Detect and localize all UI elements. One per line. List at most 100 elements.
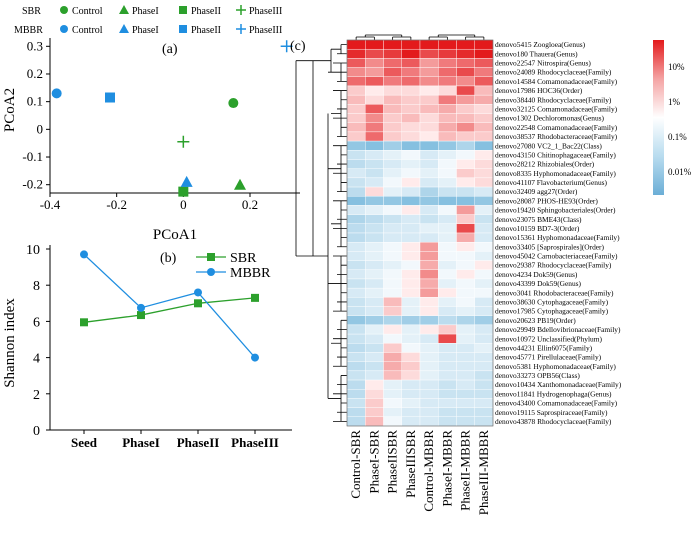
heatmap-cell: [456, 140, 475, 151]
heatmap-cell: [346, 168, 366, 179]
shannon-point: [194, 299, 202, 308]
heatmap-cell: [365, 39, 384, 50]
heatmap-row-label: denovo17986 HOC36(Order): [495, 86, 583, 95]
legend-marker: [236, 5, 246, 15]
shannon-legend-marker: [207, 268, 215, 276]
heatmap-cell: [456, 104, 475, 114]
shannon-y-tick-label: 2: [33, 388, 40, 403]
heatmap-cell: [365, 177, 384, 188]
heatmap-panel: (c) denovo5415 Zoogloea(Genus)denovo180 …: [290, 34, 692, 516]
heatmap-cell: [401, 278, 421, 289]
heatmap-cell: [346, 76, 366, 87]
colorbar-label: 0.01%: [668, 167, 692, 177]
shannon-y-tick-label: 6: [33, 315, 40, 330]
heatmap-cell: [456, 168, 475, 179]
shannon-series-line: [83, 253, 256, 359]
heatmap-cell: [474, 168, 494, 179]
heatmap-cell: [438, 159, 457, 169]
legend-label: PhaseI: [132, 25, 159, 36]
heatmap-cell: [365, 333, 384, 344]
shannon-y-tick-label: 10: [26, 243, 40, 258]
pcoa-point: [178, 186, 189, 197]
pcoa-y-tick-label: 0.1: [27, 94, 43, 109]
heatmap-column-label: PhaseIII-MBBR: [476, 430, 491, 516]
heatmap-cell: [346, 39, 366, 50]
heatmap-cell: [474, 214, 494, 225]
heatmap-cell: [456, 76, 475, 87]
heatmap-row-label: denovo33405 [Saprospirales](Order): [495, 242, 605, 251]
heatmap-cell: [438, 416, 457, 427]
heatmap-cell: [474, 306, 494, 316]
heatmap-cell: [456, 94, 475, 105]
heatmap-cell: [401, 241, 421, 252]
heatmap-cell: [419, 140, 439, 151]
heatmap-cell: [456, 186, 475, 197]
heatmap-cell: [438, 232, 457, 243]
heatmap-cell: [474, 58, 494, 68]
legend-row-label-mbbr: MBBR: [14, 25, 43, 36]
heatmap-cell: [456, 113, 475, 123]
heatmap-cell: [474, 324, 494, 335]
pcoa-point: [51, 88, 62, 99]
heatmap-row-label: denovo32409 agg27(Order): [495, 187, 578, 196]
legend-marker: [236, 24, 246, 34]
heatmap-cell: [365, 94, 384, 105]
heatmap-row-label: denovo45771 Pirellulaceae(Family): [495, 353, 602, 362]
heatmap-cell: [401, 140, 421, 151]
heatmap-row-label: denovo32125 Comamonadaceae(Family): [495, 105, 618, 114]
pcoa-legend: Control PhaseI PhaseII PhaseIII Control Phase…: [60, 5, 282, 36]
heatmap-row-label: denovo43399 Dok59(Genus): [495, 279, 582, 288]
pcoa-axes: -0.4 -0.2 0 0.2 0.3 0.2 0.1 0 -0.1 -0.2: [22, 38, 300, 212]
legend-marker: [119, 5, 129, 14]
heatmap-cell: [474, 287, 494, 298]
heatmap-cell: [365, 370, 384, 381]
shannon-point: [80, 250, 88, 259]
heatmap-cell: [419, 333, 439, 344]
heatmap-cell: [383, 260, 402, 270]
heatmap-cell: [346, 94, 366, 105]
heatmap-cell: [383, 407, 402, 418]
heatmap-row-label: denovo24089 Rhodocyclaceae(Family): [495, 68, 612, 77]
heatmap-cell: [419, 287, 439, 298]
heatmap-cell: [474, 370, 494, 381]
colorbar-label: 1%: [668, 97, 681, 107]
heatmap-cell: [365, 361, 384, 372]
heatmap-cell: [346, 333, 366, 344]
heatmap-cell: [346, 177, 366, 188]
heatmap-cell: [383, 389, 402, 399]
heatmap-cell: [401, 398, 421, 408]
legend-label: PhaseII: [191, 25, 221, 36]
heatmap-cell: [383, 333, 402, 344]
heatmap-cell: [365, 389, 384, 399]
heatmap-row-label: denovo23075 BME43(Class): [495, 215, 582, 224]
heatmap-cell: [365, 407, 384, 418]
heatmap-cell: [346, 140, 366, 151]
heatmap-cell: [419, 113, 439, 123]
heatmap-cell: [401, 113, 421, 123]
heatmap-cell: [401, 324, 421, 335]
heatmap-cell: [346, 58, 366, 68]
heatmap-cell: [383, 306, 402, 316]
heatmap-cell: [438, 168, 457, 179]
heatmap-cell: [438, 352, 457, 362]
heatmap-cell: [419, 67, 439, 77]
heatmap-cell: [438, 140, 457, 151]
heatmap-cell: [401, 159, 421, 169]
heatmap-cell: [456, 278, 475, 289]
pcoa-y-tick-label: -0.2: [22, 177, 43, 192]
heatmap-cell: [401, 85, 421, 96]
colorbar-label: 0.1%: [668, 132, 687, 142]
shannon-axes: 0 2 4 6 8 10 Seed PhaseI PhaseII PhaseIII: [26, 243, 292, 450]
heatmap-cell: [438, 370, 457, 381]
heatmap-column-label: Control-MBBR: [421, 430, 436, 512]
heatmap-row-label: denovo29387 Rhodocyclaceae(Family): [495, 261, 612, 270]
shannon-y-tick-label: 4: [33, 352, 40, 367]
heatmap-cell: [474, 297, 494, 307]
heatmap-cell: [383, 177, 402, 188]
heatmap-cell: [401, 251, 421, 261]
heatmap-cell: [383, 58, 402, 68]
shannon-legend-label: MBBR: [230, 266, 271, 281]
heatmap-cell: [456, 333, 475, 344]
heatmap-cell: [456, 241, 475, 252]
heatmap-cell: [383, 140, 402, 151]
